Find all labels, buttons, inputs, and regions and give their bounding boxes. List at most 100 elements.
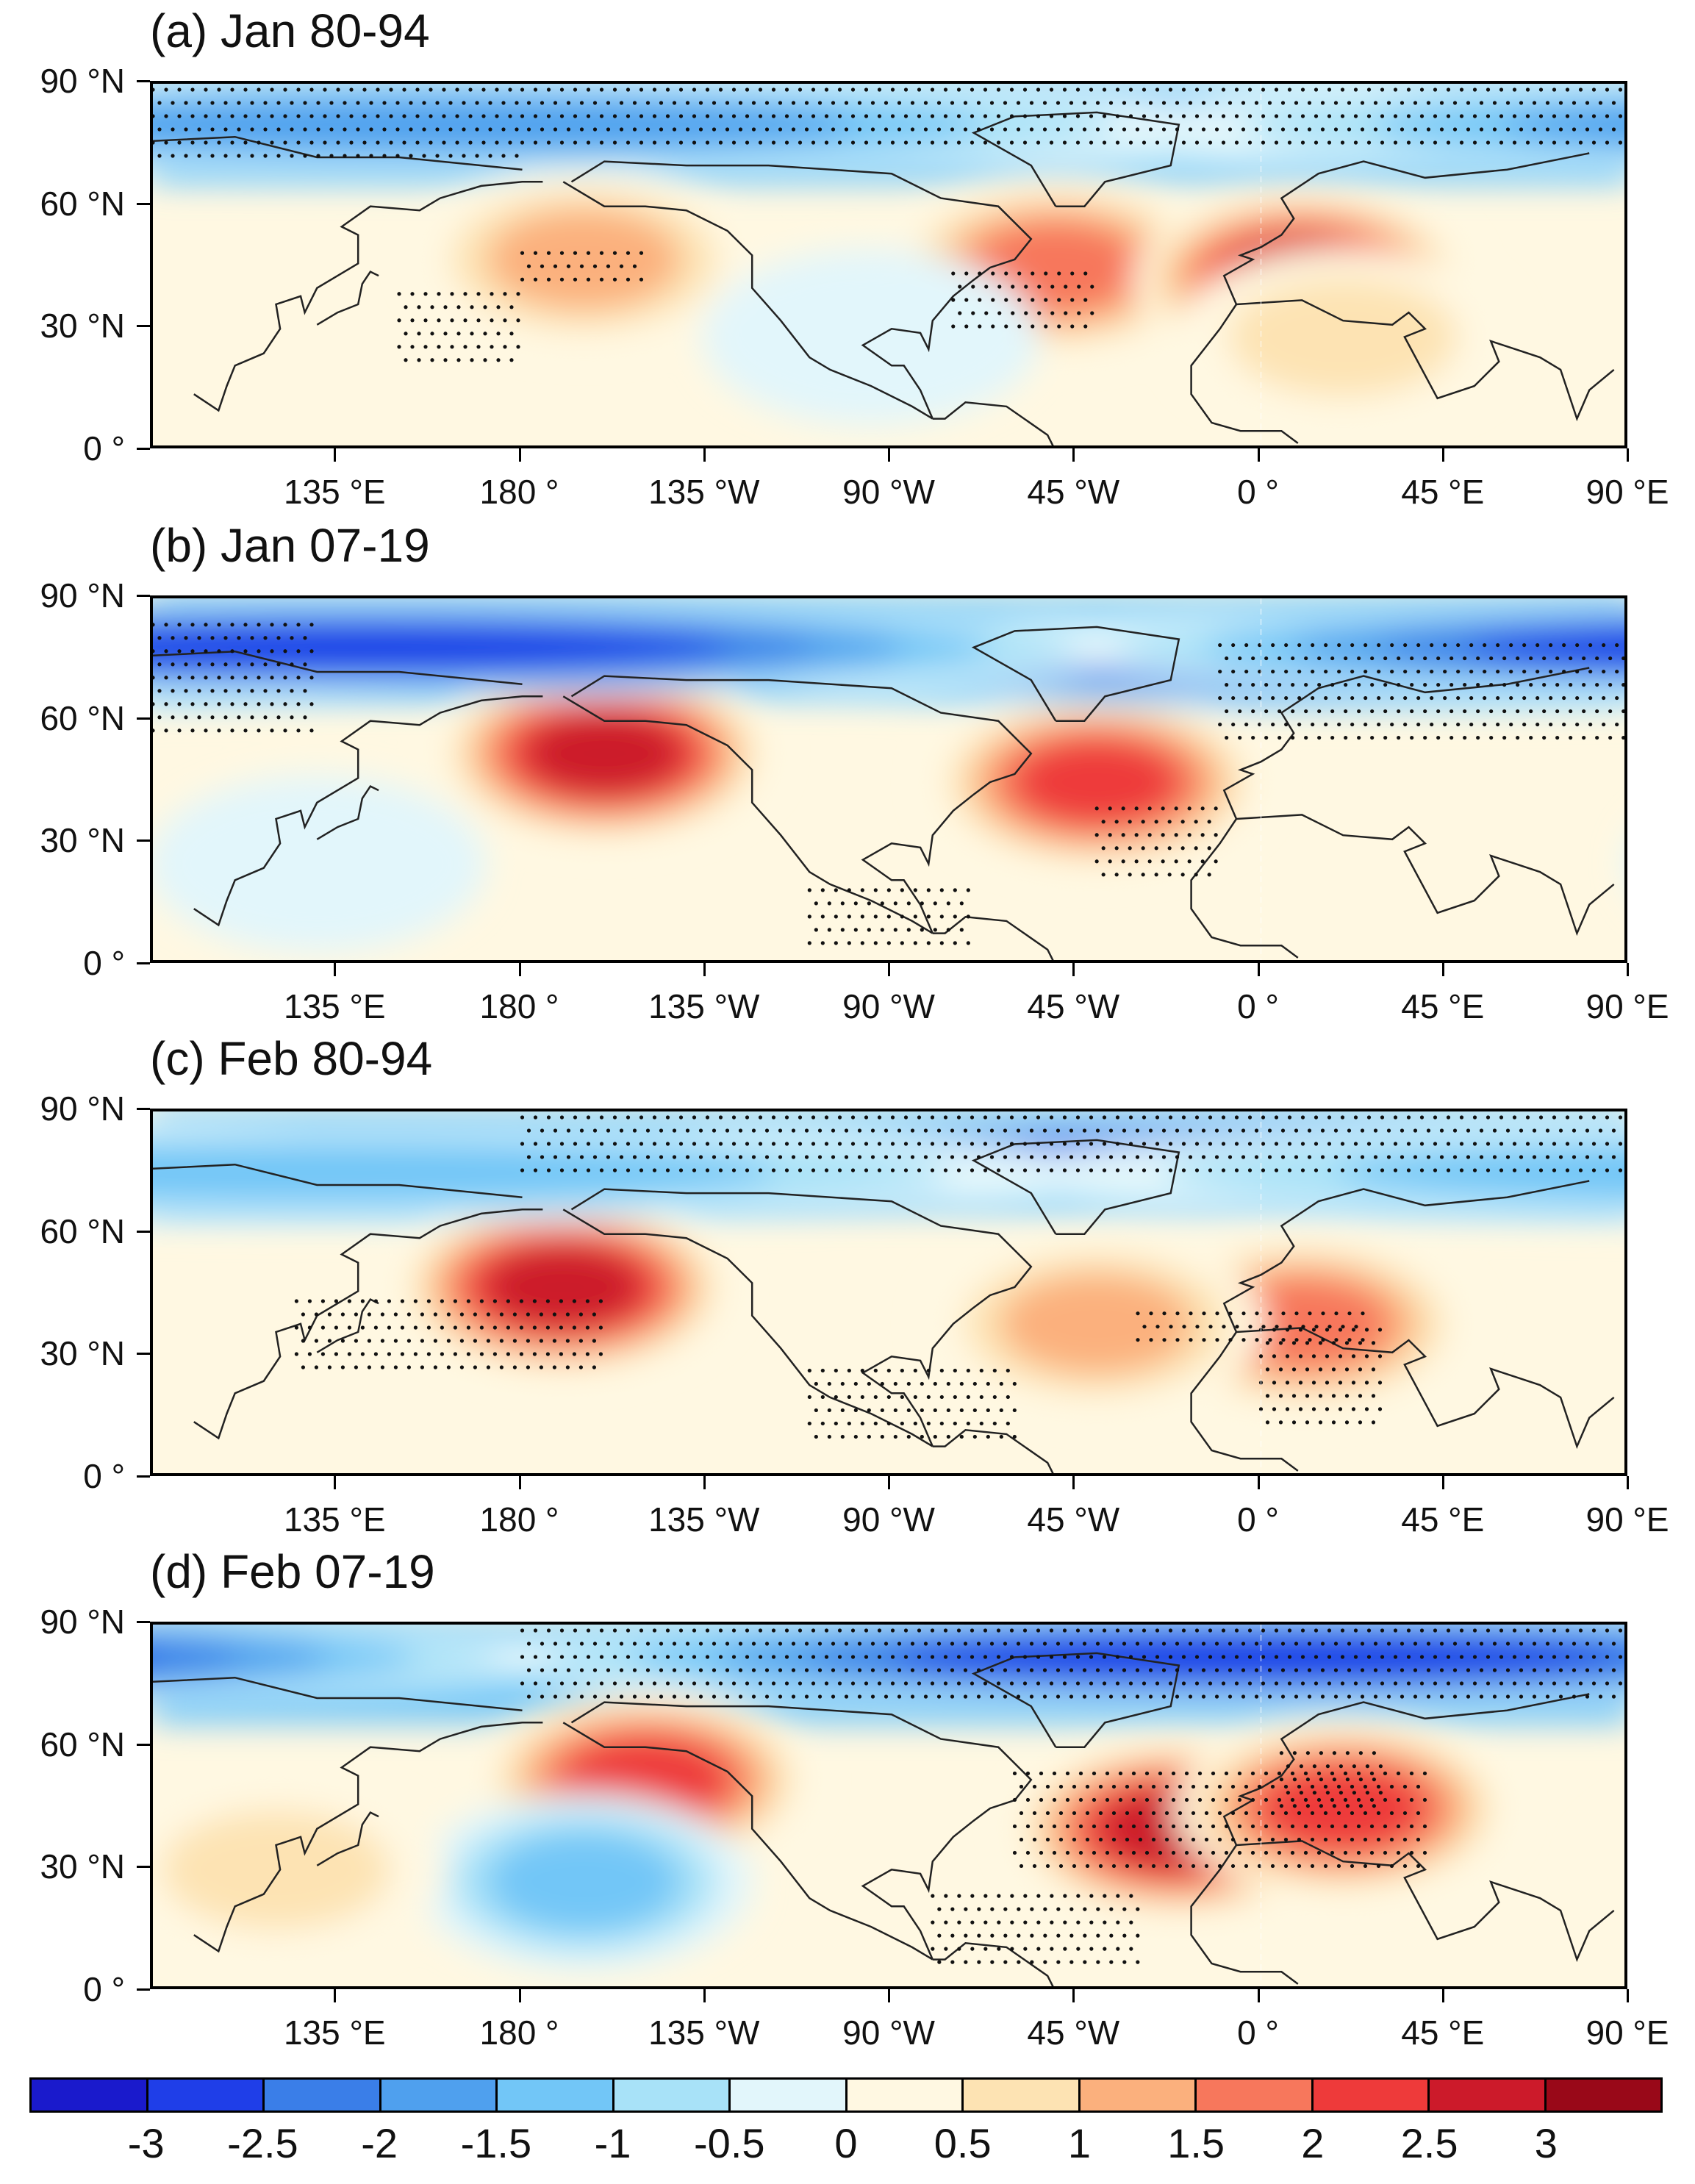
colorbar-label: -1 — [594, 2120, 631, 2166]
longitude-tick — [1441, 1989, 1444, 2002]
latitude-label: 30 °N — [40, 307, 125, 345]
colorbar-segment — [1197, 2080, 1314, 2110]
significance-stippling — [520, 1628, 1623, 1964]
longitude-label: 45 °E — [1401, 1500, 1485, 1539]
latitude-tick — [137, 1230, 150, 1233]
significance-stippling — [153, 623, 1624, 945]
longitude-label: 0 ° — [1237, 473, 1279, 511]
longitude-label: 45 °W — [1027, 473, 1120, 511]
coastline — [971, 111, 1180, 207]
longitude-tick — [518, 1989, 521, 2002]
longitude-label: 45 °E — [1401, 2013, 1485, 2052]
longitude-tick — [518, 963, 521, 976]
colorbar-label: 1 — [1067, 2120, 1091, 2166]
coastline — [570, 160, 1033, 420]
colorbar-segment — [1546, 2080, 1660, 2110]
longitude-tick — [518, 448, 521, 462]
map-panel-d: (d) Feb 07-19 90 °N 60 °N 30 °N 0 ° 135 °E 180… — [0, 1541, 1695, 2055]
longitude-tick — [1627, 448, 1629, 462]
anomaly-contour — [487, 1832, 680, 1932]
coastline — [932, 1429, 1054, 1473]
latitude-tick — [137, 202, 150, 205]
anomaly-centers — [153, 1625, 1624, 1970]
longitude-tick — [1627, 1989, 1629, 2002]
panel-title: (c) Feb 80-94 — [150, 1032, 433, 1085]
map-plot-area — [150, 595, 1627, 963]
longitude-tick — [334, 963, 337, 976]
longitude-tick — [1257, 963, 1260, 976]
longitude-label: 135 °W — [648, 1500, 760, 1539]
longitude-label: 135 °W — [648, 987, 760, 1025]
longitude-label: 90 °W — [842, 2013, 935, 2052]
longitude-label: 135 °E — [283, 987, 386, 1025]
map-plot-area — [150, 1109, 1627, 1476]
longitude-tick — [1257, 1989, 1260, 2002]
longitude-label: 90 °E — [1585, 2013, 1669, 2052]
latitude-tick — [137, 325, 150, 328]
longitude-tick — [1627, 963, 1629, 976]
latitude-label: 90 °N — [40, 62, 125, 100]
coastline — [971, 626, 1180, 722]
longitude-label: 45 °E — [1401, 987, 1485, 1025]
latitude-tick — [137, 1353, 150, 1356]
colorbar-label: -2.5 — [227, 2120, 298, 2166]
latitude-tick — [137, 1475, 150, 1478]
anomaly-contour — [162, 1810, 390, 1930]
anomaly-contour — [1336, 1145, 1624, 1200]
longitude-label: 90 °W — [842, 473, 935, 511]
colorbar-segment — [847, 2080, 964, 2110]
colorbar — [29, 2077, 1663, 2113]
longitude-tick — [334, 448, 337, 462]
anomaly-contour — [153, 1143, 775, 1202]
coastline — [153, 1676, 523, 1711]
latitude-tick — [137, 595, 150, 597]
coastline — [562, 181, 933, 420]
longitude-tick — [1072, 1989, 1075, 2002]
longitude-tick — [888, 1989, 890, 2002]
anomaly-contour — [153, 98, 855, 151]
colorbar-segment — [32, 2080, 148, 2110]
latitude-tick — [137, 839, 150, 842]
longitude-label: 45 °E — [1401, 473, 1485, 511]
latitude-label: 60 °N — [40, 1725, 125, 1764]
panel-title: (a) Jan 80-94 — [150, 4, 430, 57]
colorbar-label: -3 — [127, 2120, 165, 2166]
colorbar-label: 2 — [1301, 2120, 1325, 2166]
latitude-label: 0 ° — [83, 429, 125, 468]
colorbar-segment — [1313, 2080, 1430, 2110]
anomaly-centers — [153, 84, 1624, 426]
coastline — [193, 695, 543, 927]
coastline — [932, 1942, 1054, 1986]
latitude-tick — [137, 717, 150, 720]
colorbar-label: 1.5 — [1167, 2120, 1225, 2166]
latitude-label: 0 ° — [83, 944, 125, 982]
latitude-label: 30 °N — [40, 1334, 125, 1373]
colorbar-label: 2.5 — [1400, 2120, 1458, 2166]
colorbar-segment — [731, 2080, 848, 2110]
coastline — [562, 1209, 933, 1447]
anomaly-field — [153, 1625, 1624, 1986]
longitude-label: 180 ° — [479, 2013, 559, 2052]
latitude-label: 90 °N — [40, 1089, 125, 1128]
panel-title: (d) Feb 07-19 — [150, 1545, 435, 1598]
longitude-tick — [703, 1989, 706, 2002]
longitude-tick — [1627, 1476, 1629, 1489]
coastline — [316, 1811, 379, 1866]
longitude-tick — [888, 963, 890, 976]
latitude-tick — [137, 1988, 150, 1991]
colorbar-segment — [265, 2080, 381, 2110]
longitude-tick — [703, 963, 706, 976]
longitude-tick — [888, 448, 890, 462]
anomaly-field — [153, 84, 1624, 445]
latitude-label: 0 ° — [83, 1457, 125, 1495]
colorbar-segment — [614, 2080, 731, 2110]
colorbar-label: 0.5 — [933, 2120, 992, 2166]
map-panel-a: (a) Jan 80-94 90 °N 60 °N 30 °N 0 ° 135 °E 180… — [0, 0, 1695, 515]
longitude-label: 0 ° — [1237, 2013, 1279, 2052]
longitude-label: 45 °W — [1027, 2013, 1120, 2052]
coastline — [316, 270, 379, 326]
coastline — [932, 916, 1054, 960]
anomaly-centers — [153, 1111, 1624, 1412]
coastline — [1190, 1331, 1299, 1472]
coastline — [153, 1163, 523, 1198]
